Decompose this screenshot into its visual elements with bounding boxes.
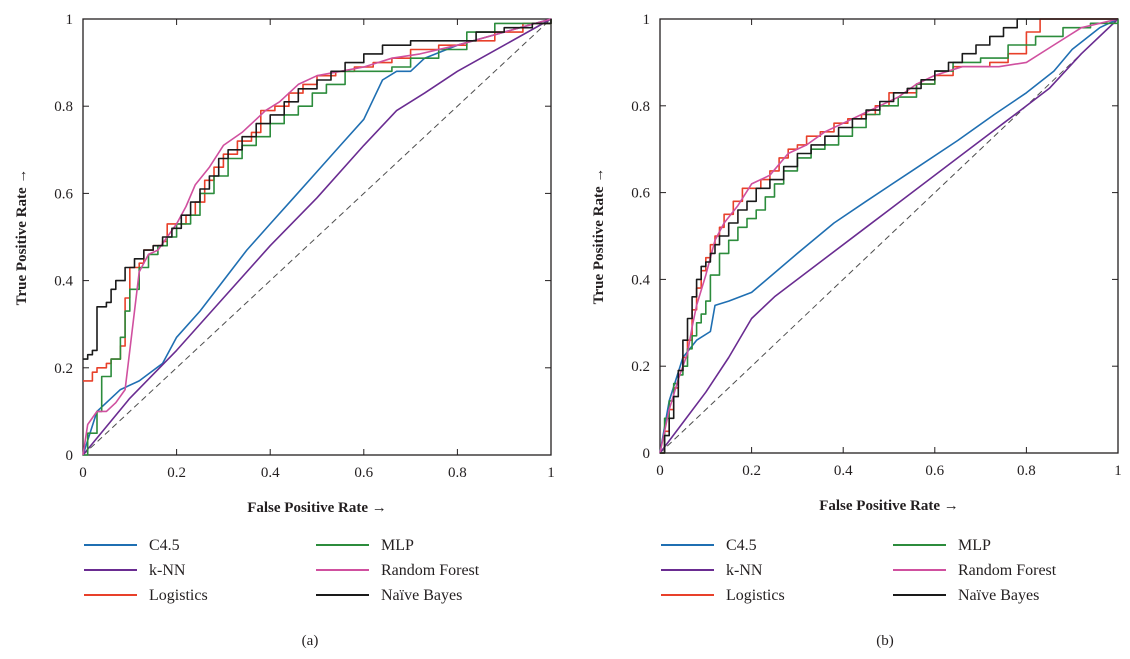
x-tick-label: 0.4 bbox=[834, 463, 853, 479]
legend: C4.5 k-NN Logistics MLP Random Forest Naïve B… bbox=[84, 537, 480, 604]
x-tick-label: 0.6 bbox=[354, 465, 373, 481]
legend-label-mlp: MLP bbox=[958, 537, 991, 554]
series-line-random-forest bbox=[659, 18, 1119, 454]
x-tick-label: 0.8 bbox=[448, 465, 467, 481]
x-tick-label: 0.2 bbox=[742, 463, 761, 479]
series-line-random-forest bbox=[82, 18, 552, 456]
legend-label-logistics: Logistics bbox=[149, 587, 208, 604]
legend-label-na-ve-bayes: Naïve Bayes bbox=[381, 587, 462, 604]
y-axis-label: True Positive Rate → bbox=[591, 168, 607, 305]
series-line-k-nn bbox=[659, 18, 1119, 454]
x-tick-label: 0.4 bbox=[261, 465, 280, 481]
y-tick-label: 0.6 bbox=[631, 186, 650, 202]
x-tick-label: 1 bbox=[547, 465, 555, 481]
legend-label-logistics: Logistics bbox=[726, 587, 785, 604]
y-tick-label: 0.4 bbox=[631, 272, 650, 288]
y-tick-label: 0.4 bbox=[54, 274, 73, 290]
x-tick-label: 0.8 bbox=[1017, 463, 1036, 479]
y-tick-label: 0.8 bbox=[54, 99, 73, 115]
legend-label-k-nn: k-NN bbox=[726, 562, 763, 579]
y-tick-label: 0 bbox=[643, 446, 651, 462]
series-line-na-ve-bayes bbox=[83, 19, 552, 360]
legend-label-c4-5: C4.5 bbox=[726, 537, 757, 554]
legend-label-random-forest: Random Forest bbox=[958, 562, 1057, 579]
series-line-na-ve-bayes bbox=[660, 18, 1118, 454]
legend: C4.5 k-NN Logistics MLP Random Forest Naïve B… bbox=[661, 537, 1057, 604]
x-tick-label: 0.2 bbox=[167, 465, 186, 481]
x-tick-label: 0 bbox=[79, 465, 87, 481]
y-tick-label: 0.2 bbox=[54, 361, 73, 377]
y-tick-label: 0 bbox=[66, 448, 74, 464]
y-axis-label: True Positive Rate → bbox=[14, 169, 30, 306]
panel-label: (a) bbox=[302, 633, 319, 649]
x-tick-label: 0 bbox=[656, 463, 664, 479]
x-tick-label: 1 bbox=[1114, 463, 1122, 479]
legend-label-random-forest: Random Forest bbox=[381, 562, 480, 579]
y-tick-label: 0.8 bbox=[631, 99, 650, 115]
legend-label-na-ve-bayes: Naïve Bayes bbox=[958, 587, 1039, 604]
legend-label-c4-5: C4.5 bbox=[149, 537, 180, 554]
plot-frame bbox=[659, 18, 1119, 454]
panel-label: (b) bbox=[876, 633, 894, 649]
legend-label-k-nn: k-NN bbox=[149, 562, 186, 579]
x-axis-label: False Positive Rate → bbox=[247, 500, 387, 516]
x-axis-label: False Positive Rate → bbox=[819, 498, 959, 514]
series-line-logistics bbox=[83, 19, 552, 382]
legend-label-mlp: MLP bbox=[381, 537, 414, 554]
series-line-mlp bbox=[83, 19, 552, 456]
y-tick-label: 0.2 bbox=[631, 359, 650, 375]
chance-diagonal bbox=[659, 18, 1119, 454]
y-tick-label: 1 bbox=[66, 12, 74, 28]
series-line-c4-5 bbox=[82, 18, 552, 456]
y-tick-label: 1 bbox=[643, 12, 651, 28]
roc-panel-a: 0 0.2 0.4 0.6 0.8 1 0 0.2 0.4 0.6 0.8 1 False Positi… bbox=[14, 12, 555, 649]
roc-panel-b: 0 0.2 0.4 0.6 0.8 1 0 0.2 0.4 0.6 0.8 1 False Positi… bbox=[591, 12, 1122, 649]
chance-diagonal bbox=[82, 18, 552, 456]
plot-frame bbox=[82, 18, 552, 456]
x-tick-label: 0.6 bbox=[925, 463, 944, 479]
series-line-c4-5 bbox=[659, 18, 1119, 454]
series-line-k-nn bbox=[82, 18, 552, 456]
y-tick-label: 0.6 bbox=[54, 186, 73, 202]
